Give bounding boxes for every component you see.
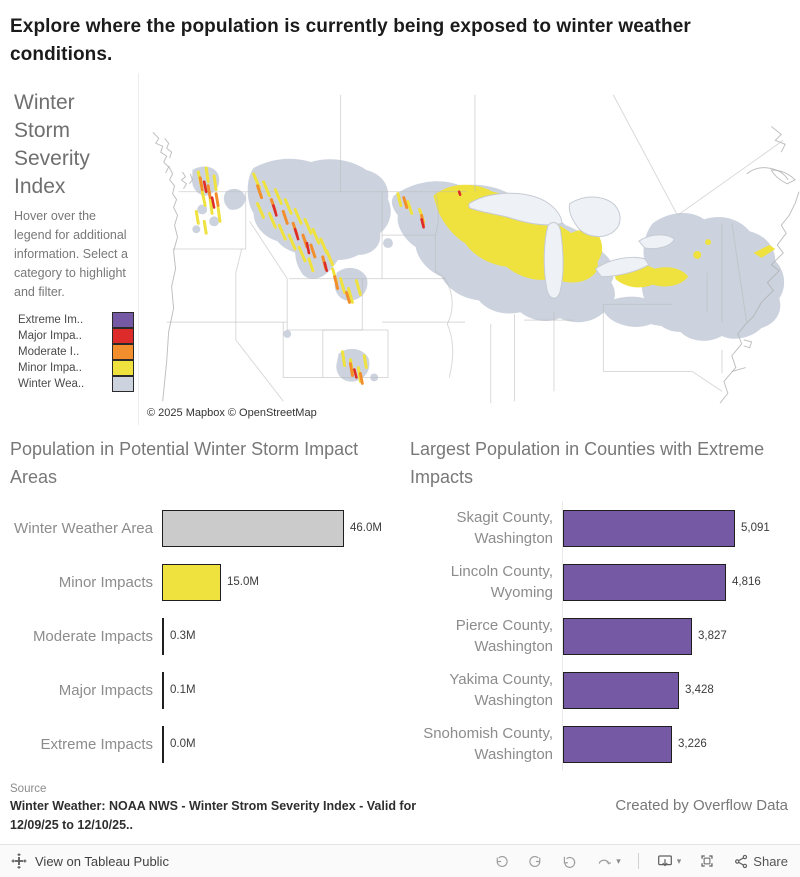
source-label: Source (10, 783, 47, 795)
bar-row-yakima: Yakima County, Washington 3,428 (410, 663, 790, 717)
share-button[interactable]: Share (733, 853, 788, 870)
legend-swatch-moderate[interactable] (112, 343, 134, 360)
share-label: Share (753, 853, 788, 869)
bar-value: 3,827 (698, 630, 727, 642)
dashboard-title-block: Explore where the population is currentl… (0, 0, 800, 73)
category-label: Lincoln County, Wyoming (450, 563, 553, 601)
legend-swatch-winter-weather[interactable] (112, 375, 134, 392)
bar-yakima-county[interactable] (563, 671, 679, 709)
legend-swatch-major[interactable] (112, 327, 134, 344)
refresh-button[interactable]: ▾ (595, 853, 621, 870)
bar-row-major-impacts: Major Impacts 0.1M (10, 663, 400, 717)
legend-item-label: Moderate I.. (18, 346, 80, 358)
bar-value: 0.3M (170, 630, 196, 642)
bar-row-extreme-impacts: Extreme Impacts 0.0M (10, 717, 400, 771)
credit-text: Created by Overflow Data (615, 797, 788, 814)
tableau-logo-icon (10, 852, 28, 870)
bar-moderate-impacts[interactable] (162, 617, 164, 655)
bar-lincoln-county[interactable] (563, 563, 726, 601)
bar-value: 3,226 (678, 738, 707, 750)
bar-pierce-county[interactable] (563, 617, 692, 655)
category-label: Extreme Impacts (40, 735, 153, 753)
chart-title: Population in Potential Winter Storm Imp… (10, 439, 359, 487)
category-label: Yakima County, Washington (449, 671, 553, 709)
bar-value: 15.0M (227, 576, 259, 588)
bar-row-pierce: Pierce County, Washington 3,827 (410, 609, 790, 663)
legend-item-minor[interactable]: Minor Impa.. (14, 359, 134, 376)
category-label: Moderate Impacts (32, 627, 153, 645)
bar-value: 4,816 (732, 576, 761, 588)
undo-button[interactable] (493, 853, 510, 870)
legend-swatch-extreme[interactable] (112, 311, 134, 328)
legend-help-text: Hover over the legend for additional inf… (14, 209, 128, 299)
refresh-dropdown-caret[interactable]: ▾ (616, 855, 621, 866)
bar-row-minor-impacts: Minor Impacts 15.0M (10, 555, 400, 609)
bar-skagit-county[interactable] (563, 509, 735, 547)
toolbar-separator (637, 853, 639, 869)
bar-minor-impacts[interactable] (162, 563, 221, 601)
legend-item-label: Minor Impa.. (18, 362, 82, 374)
source-block: Source Winter Weather: NOAA NWS - Winter… (10, 781, 430, 844)
source-row: Source Winter Weather: NOAA NWS - Winter… (0, 771, 800, 844)
bar-row-moderate-impacts: Moderate Impacts 0.3M (10, 609, 400, 663)
category-label: Pierce County, Washington (455, 617, 553, 655)
category-label: Major Impacts (58, 681, 153, 699)
legend-item-label: Major Impa.. (18, 330, 82, 342)
impact-population-chart: Population in Potential Winter Storm Imp… (10, 435, 400, 771)
fullscreen-button[interactable] (698, 852, 716, 870)
legend-item-major[interactable]: Major Impa.. (14, 327, 134, 344)
legend-item-winter-weather[interactable]: Winter Wea.. (14, 375, 134, 392)
category-label: Skagit County, Washington (456, 509, 553, 547)
replay-button[interactable] (561, 853, 578, 870)
download-dropdown-caret[interactable]: ▾ (676, 855, 682, 866)
map-legend-panel: Winter Storm Severity Index Hover over t… (0, 73, 138, 425)
map-canvas[interactable] (139, 73, 800, 425)
view-on-tableau-public-link[interactable]: View on Tableau Public (10, 852, 169, 870)
download-button[interactable]: ▾ (656, 852, 682, 870)
legend-item-label: Winter Wea.. (18, 378, 85, 390)
bar-value: 0.1M (170, 684, 196, 696)
severity-map[interactable]: © 2025 Mapbox © OpenStreetMap (138, 73, 800, 425)
legend-item-label: Extreme Im.. (18, 314, 84, 326)
legend-swatch-minor[interactable] (112, 359, 134, 376)
map-section: Winter Storm Severity Index Hover over t… (0, 73, 800, 425)
category-label: Winter Weather Area (14, 519, 153, 537)
bar-row-snohomish: Snohomish County, Washington 3,226 (410, 717, 790, 771)
bar-row-winter-weather-area: Winter Weather Area 46.0M (10, 501, 400, 555)
page-title: Explore where the population is currentl… (10, 16, 691, 65)
bar-extreme-impacts[interactable] (162, 725, 164, 763)
bar-value: 0.0M (170, 738, 196, 750)
view-on-tableau-public-label: View on Tableau Public (35, 853, 169, 869)
map-attribution[interactable]: © 2025 Mapbox © OpenStreetMap (141, 405, 323, 421)
redo-button[interactable] (527, 853, 544, 870)
category-label: Snohomish County, Washington (423, 725, 553, 763)
bar-value: 46.0M (350, 522, 382, 534)
charts-row: Population in Potential Winter Storm Imp… (0, 425, 800, 771)
legend-list: Extreme Im.. Major Impa.. Moderate I.. M… (14, 311, 134, 392)
bar-major-impacts[interactable] (162, 671, 164, 709)
extreme-counties-chart: Largest Population in Counties with Extr… (400, 435, 790, 771)
chart-title: Largest Population in Counties with Extr… (410, 439, 765, 487)
bar-value: 5,091 (741, 522, 770, 534)
category-label: Minor Impacts (58, 573, 153, 591)
bar-row-lincoln: Lincoln County, Wyoming 4,816 (410, 555, 790, 609)
bar-value: 3,428 (685, 684, 714, 696)
tableau-footer-toolbar: View on Tableau Public (0, 844, 800, 877)
legend-item-extreme[interactable]: Extreme Im.. (14, 311, 134, 328)
bar-row-skagit: Skagit County, Washington 5,091 (410, 501, 790, 555)
toolbar-actions: ▾ ▾ Share (493, 852, 788, 870)
legend-item-moderate[interactable]: Moderate I.. (14, 343, 134, 360)
legend-title: Winter Storm Severity Index (14, 91, 90, 198)
bar-snohomish-county[interactable] (563, 725, 672, 763)
source-text: Winter Weather: NOAA NWS - Winter Strom … (10, 799, 417, 832)
bar-winter-weather-area[interactable] (162, 509, 344, 547)
